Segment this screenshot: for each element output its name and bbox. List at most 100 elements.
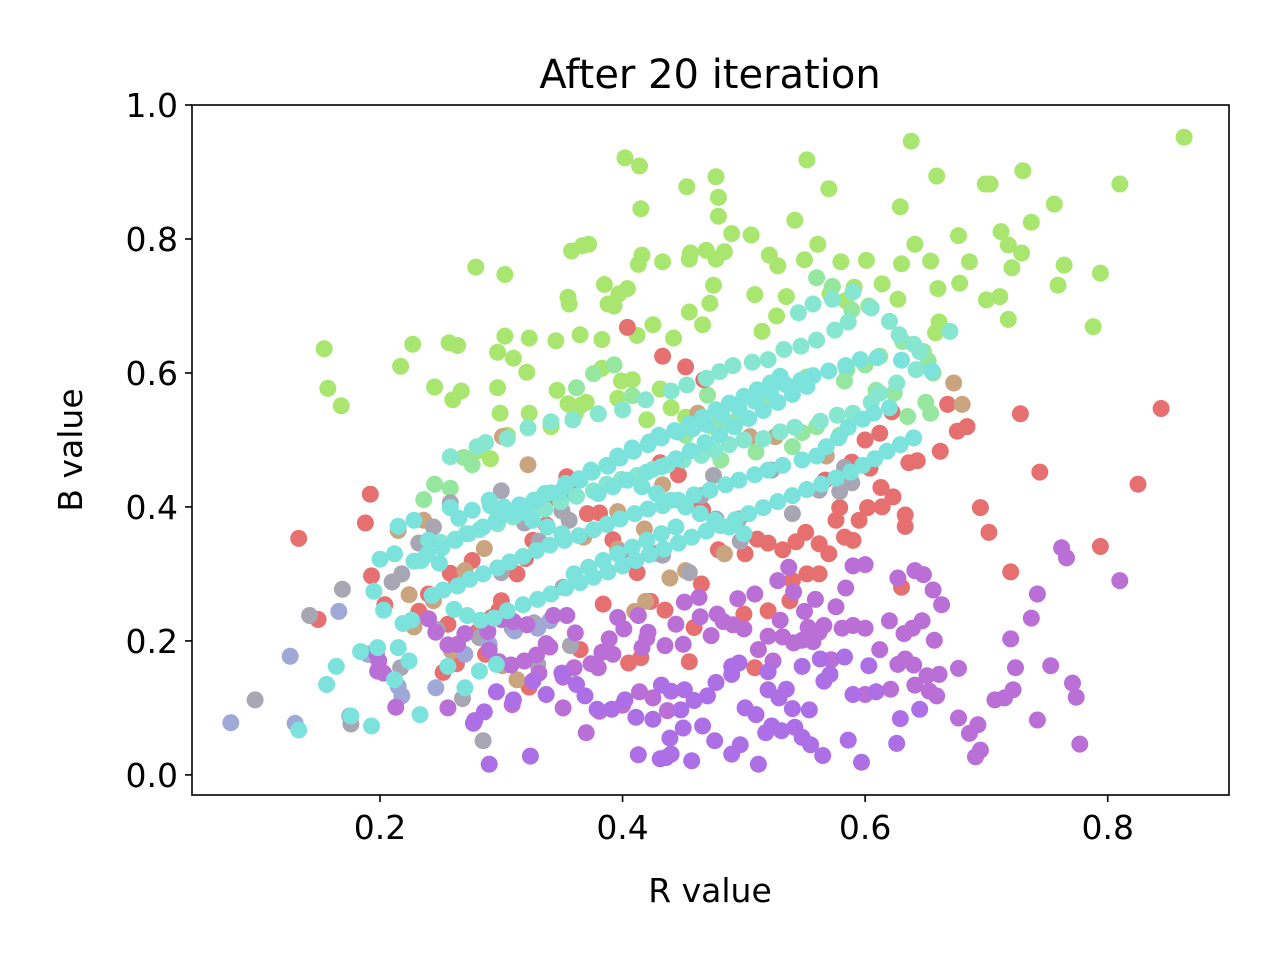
scatter-point — [941, 322, 959, 340]
scatter-point — [246, 691, 264, 709]
scatter-point — [404, 335, 422, 353]
scatter-point — [960, 253, 978, 271]
scatter-point — [524, 672, 542, 690]
scatter-point — [578, 505, 596, 523]
scatter-point — [680, 303, 698, 321]
scatter-point — [753, 322, 771, 340]
scatter-point — [585, 365, 602, 383]
scatter-point — [707, 250, 725, 268]
scatter-point — [682, 442, 699, 460]
scatter-point — [498, 602, 516, 620]
scatter-point — [836, 648, 853, 666]
scatter-point — [918, 667, 936, 685]
scatter-point — [492, 482, 510, 500]
scatter-point — [725, 418, 743, 436]
scatter-point — [678, 376, 696, 394]
scatter-point — [735, 525, 753, 543]
scatter-point — [740, 410, 758, 427]
scatter-point — [411, 706, 429, 724]
scatter-point — [991, 288, 1009, 306]
scatter-point — [759, 602, 777, 620]
scatter-point — [589, 405, 607, 423]
scatter-point — [735, 431, 753, 449]
scatter-point — [463, 456, 481, 474]
scatter-point — [577, 724, 595, 742]
scatter-point — [541, 638, 559, 656]
scatter-point — [715, 545, 733, 563]
scatter-point — [873, 498, 891, 516]
scatter-point — [1002, 563, 1020, 581]
scatter-point — [1091, 538, 1109, 555]
scatter-point — [566, 624, 584, 642]
scatter-point — [518, 616, 536, 634]
scatter-point — [604, 645, 622, 663]
scatter-point — [754, 402, 772, 419]
scatter-point — [290, 721, 308, 739]
scatter-point — [814, 747, 832, 764]
scatter-point — [633, 478, 651, 496]
scatter-point — [541, 536, 559, 554]
scatter-point — [553, 664, 571, 682]
scatter-point — [746, 585, 764, 603]
scatter-point — [969, 716, 987, 734]
scatter-point — [595, 276, 613, 293]
scatter-point — [600, 630, 618, 648]
scatter-point — [623, 538, 641, 556]
scatter-point — [724, 357, 742, 375]
scatter-point — [420, 610, 437, 628]
scatter-point — [889, 290, 907, 308]
scatter-point — [1045, 195, 1063, 213]
scatter-point — [723, 225, 741, 243]
scatter-point — [675, 681, 693, 699]
scatter-point — [623, 371, 641, 389]
scatter-point — [387, 698, 405, 716]
scatter-point — [518, 363, 536, 381]
scatter-point — [1129, 475, 1147, 493]
scatter-point — [707, 401, 725, 419]
scatter-point — [371, 550, 389, 568]
scatter-point — [793, 451, 811, 469]
scatter-point — [888, 734, 906, 752]
scatter-point — [369, 639, 387, 657]
scatter-point — [839, 313, 857, 331]
scatter-point — [871, 641, 889, 659]
scatter-point — [480, 641, 498, 659]
scatter-point — [467, 258, 485, 276]
scatter-point — [330, 602, 348, 620]
scatter-point — [528, 542, 545, 559]
scatter-point — [667, 450, 685, 468]
scatter-point — [891, 710, 909, 728]
scatter-point — [711, 426, 729, 444]
scatter-point — [1055, 256, 1073, 274]
scatter-point — [426, 475, 444, 493]
scatter-point — [678, 178, 696, 196]
scatter-point — [815, 672, 833, 690]
scatter-point — [1175, 128, 1193, 146]
scatter-point — [529, 590, 547, 608]
scatter-point — [598, 515, 616, 533]
scatter-point — [558, 607, 576, 624]
scatter-point — [924, 581, 942, 599]
scatter-point — [798, 481, 816, 498]
scatter-point — [611, 449, 629, 467]
scatter-point — [717, 476, 735, 494]
scatter-point — [862, 299, 880, 317]
scatter-point — [702, 627, 720, 645]
scatter-point — [652, 458, 670, 476]
scatter-point — [999, 310, 1017, 328]
scatter-point — [823, 278, 841, 295]
scatter-point — [694, 316, 712, 334]
scatter-point — [844, 557, 862, 575]
scatter-point — [923, 362, 941, 380]
scatter-point — [905, 429, 923, 447]
scatter-point — [445, 600, 463, 618]
scatter-point — [1111, 175, 1129, 193]
scatter-point — [999, 236, 1017, 254]
scatter-point — [1091, 264, 1109, 282]
scatter-point — [971, 499, 989, 517]
scatter-point — [444, 391, 462, 409]
scatter-point — [593, 331, 611, 348]
scatter-point — [729, 590, 747, 608]
scatter-point — [1022, 609, 1040, 627]
x-tick-label: 0.8 — [1081, 808, 1133, 847]
